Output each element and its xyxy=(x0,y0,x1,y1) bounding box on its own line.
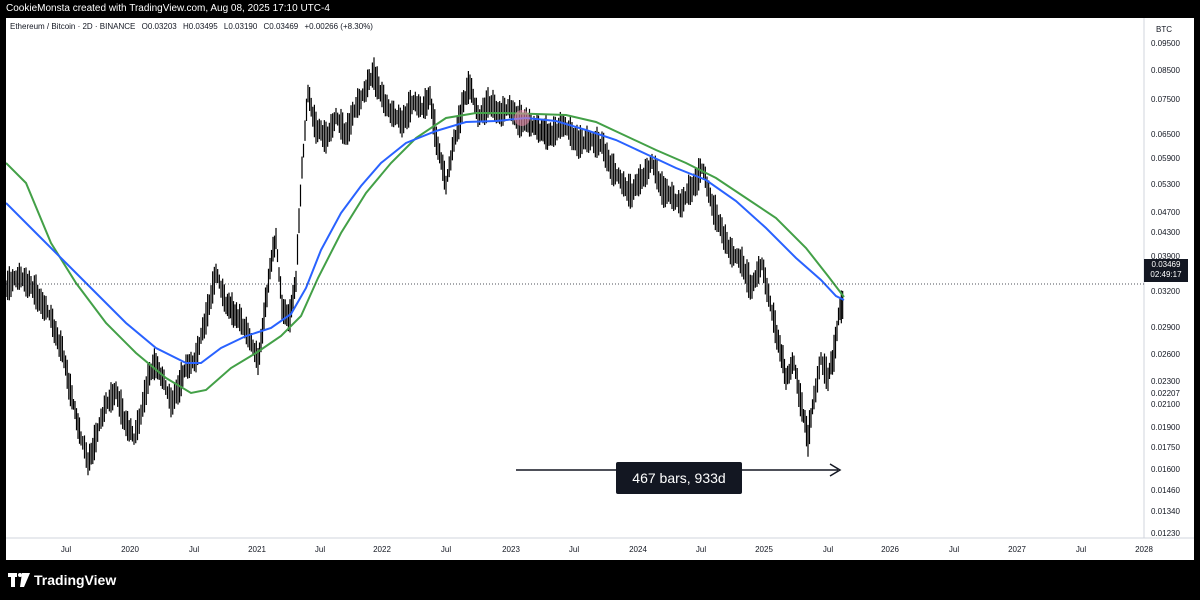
price-axis-label: 0.08500 xyxy=(1151,66,1180,75)
ohlc-low: L0.03190 xyxy=(223,22,258,31)
time-axis-label: 2025 xyxy=(755,545,773,554)
time-axis-label: Jul xyxy=(61,545,71,554)
price-axis-label: 0.03900 xyxy=(1151,252,1180,261)
time-axis-label: Jul xyxy=(696,545,706,554)
price-axis-label: 0.05300 xyxy=(1151,180,1180,189)
price-axis-label: 0.01600 xyxy=(1151,465,1180,474)
price-axis-label: 0.04700 xyxy=(1151,208,1180,217)
time-axis-label: 2023 xyxy=(502,545,520,554)
author-line: CookieMonsta created with TradingView.co… xyxy=(6,3,330,14)
price-axis-label: 0.01230 xyxy=(1151,529,1180,538)
price-axis-label: 0.01750 xyxy=(1151,443,1180,452)
time-axis-label: Jul xyxy=(441,545,451,554)
price-axis-label: 0.02900 xyxy=(1151,323,1180,332)
ohlc-close: C0.03469 xyxy=(263,22,299,31)
time-axis-label: Jul xyxy=(189,545,199,554)
price-series xyxy=(6,57,844,476)
price-axis-label: 0.05900 xyxy=(1151,154,1180,163)
price-axis-label: 0.06500 xyxy=(1151,130,1180,139)
price-axis-label: 0.02300 xyxy=(1151,377,1180,386)
last-price-label: 0.03469 02:49:17 xyxy=(1144,259,1188,282)
tradingview-brand: TradingView xyxy=(34,572,117,588)
price-axis-label: 0.02207 xyxy=(1151,389,1180,398)
price-axis-label: 0.04300 xyxy=(1151,228,1180,237)
symbol-name: Ethereum / Bitcoin · 2D · BINANCE xyxy=(10,22,136,31)
ohlc-open: O0.03203 xyxy=(141,22,177,31)
time-axis-label: Jul xyxy=(1076,545,1086,554)
time-axis-label: 2028 xyxy=(1135,545,1153,554)
price-chart[interactable]: BTC 0.09500 0.08500 0.07500 0.06500 0.05900 0.… xyxy=(6,18,1194,560)
time-axis-label: 2027 xyxy=(1008,545,1026,554)
time-axis-label: Jul xyxy=(315,545,325,554)
time-axis-label: 2022 xyxy=(373,545,391,554)
chart-panel[interactable]: BTC 0.09500 0.08500 0.07500 0.06500 0.05900 0.… xyxy=(6,18,1194,560)
price-axis-label: 0.02100 xyxy=(1151,400,1180,409)
price-axis-label: 0.02600 xyxy=(1151,350,1180,359)
price-axis-label: 0.03200 xyxy=(1151,287,1180,296)
crossover-highlight xyxy=(514,110,530,126)
price-axis-label: 0.07500 xyxy=(1151,95,1180,104)
bar-countdown: 02:49:17 xyxy=(1150,270,1182,279)
footer-bar: TradingView xyxy=(0,560,1200,600)
price-axis-currency: BTC xyxy=(1156,25,1172,34)
price-axis-label: 0.01340 xyxy=(1151,507,1180,516)
ohlc-change: +0.00266 (+8.30%) xyxy=(304,22,373,31)
price-axis-label: 0.09500 xyxy=(1151,39,1180,48)
header-bar: CookieMonsta created with TradingView.co… xyxy=(0,0,1200,18)
price-axis-label: 0.01460 xyxy=(1151,486,1180,495)
time-axis-label: Jul xyxy=(569,545,579,554)
symbol-legend: Ethereum / Bitcoin · 2D · BINANCE O0.032… xyxy=(10,22,377,31)
time-axis-label: 2026 xyxy=(881,545,899,554)
measure-arrow-head xyxy=(829,463,842,477)
time-axis-label: 2021 xyxy=(248,545,266,554)
moving-average-slow xyxy=(6,112,845,395)
time-axis-label: 2024 xyxy=(629,545,647,554)
last-price-value: 0.03469 xyxy=(1151,260,1181,269)
tradingview-logo: TradingView xyxy=(8,572,116,588)
time-axis-label: Jul xyxy=(949,545,959,554)
ohlc-high: H0.03495 xyxy=(182,22,218,31)
time-axis-label: 2020 xyxy=(121,545,139,554)
moving-average-fast xyxy=(6,116,845,364)
price-axis-label: 0.01900 xyxy=(1151,423,1180,432)
time-axis-label: Jul xyxy=(823,545,833,554)
tradingview-logo-icon xyxy=(8,573,30,587)
measure-tool-label[interactable]: 467 bars, 933d xyxy=(616,462,742,494)
